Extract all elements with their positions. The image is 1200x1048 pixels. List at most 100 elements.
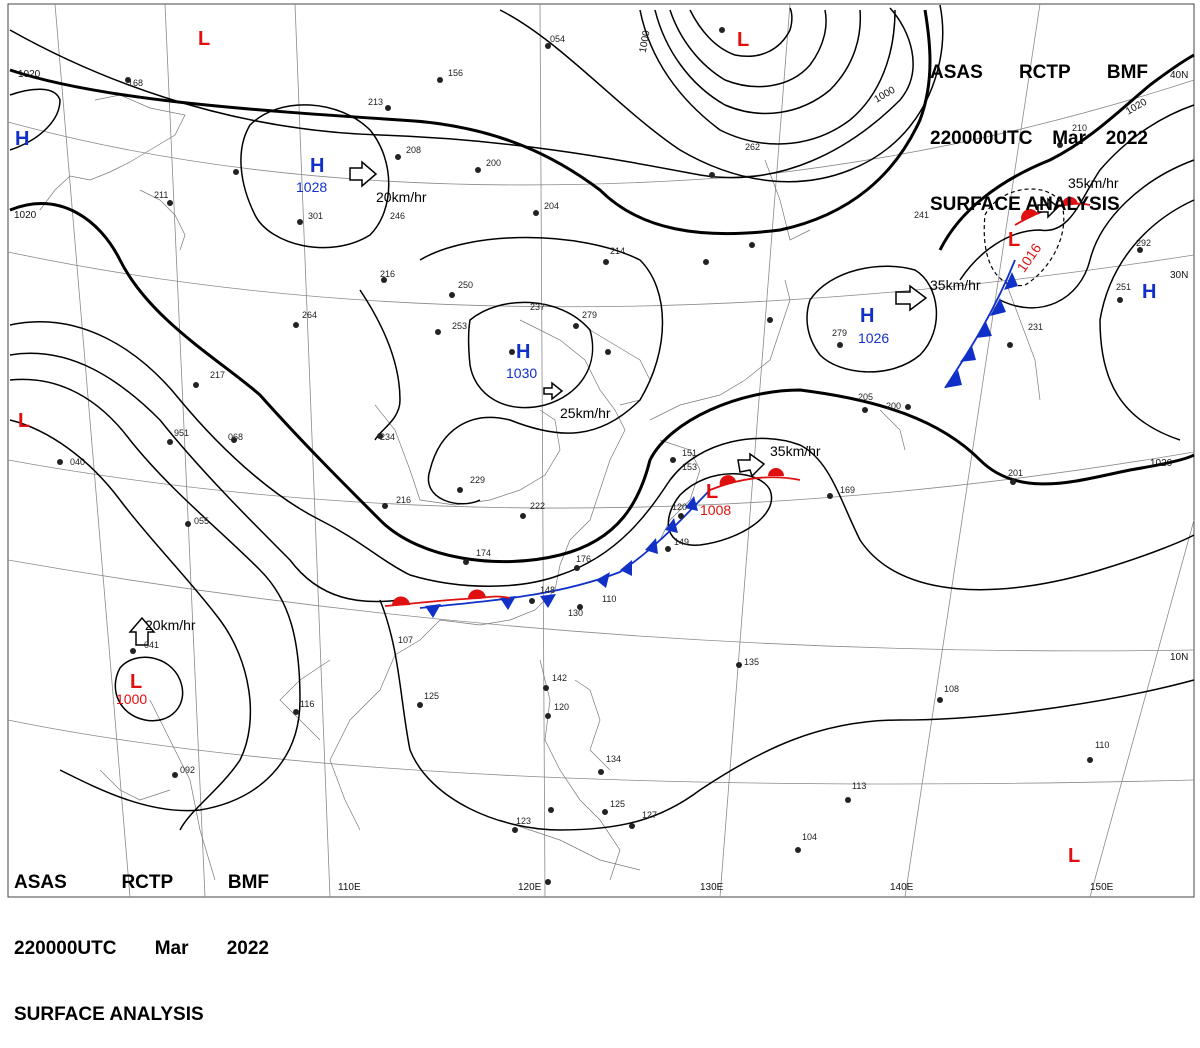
header-year: 2022 bbox=[1105, 128, 1148, 149]
station-value: 301 bbox=[308, 211, 323, 221]
header-year: 2022 bbox=[226, 938, 269, 959]
high-centre-letter: H bbox=[516, 341, 530, 363]
header-title: SURFACE ANALYSIS bbox=[14, 1004, 204, 1025]
motion-speed-label: 20km/hr bbox=[376, 189, 427, 205]
station-value: 148 bbox=[540, 585, 555, 595]
station-value: 213 bbox=[368, 97, 383, 107]
longitude-label: 140E bbox=[890, 882, 914, 893]
high-centre-letter: H bbox=[310, 155, 324, 177]
station-value: 234 bbox=[380, 432, 395, 442]
motion-speed-label: 35km/hr bbox=[930, 277, 981, 293]
header-month: Mar bbox=[1052, 128, 1086, 149]
station-value: 120 bbox=[554, 702, 569, 712]
weather-map bbox=[7, 3, 1195, 898]
station-value: 217 bbox=[210, 370, 225, 380]
motion-arrows bbox=[128, 160, 1060, 646]
header-code: BMF bbox=[1106, 62, 1148, 83]
isobar-label: 1020 bbox=[1150, 458, 1173, 469]
station-value: 237 bbox=[530, 302, 545, 312]
header-time: 220000UTC bbox=[930, 128, 1033, 149]
station-value: 113 bbox=[852, 781, 866, 791]
station-value: 262 bbox=[745, 142, 760, 152]
low-centre-letter: L bbox=[198, 28, 210, 50]
station-value: 205 bbox=[858, 392, 873, 402]
station-value: 279 bbox=[832, 328, 847, 338]
header-code: BMF bbox=[227, 872, 269, 893]
low-centre-letter: L bbox=[18, 410, 30, 432]
station-value: 216 bbox=[396, 495, 411, 505]
station-value: 110 bbox=[1095, 740, 1109, 750]
station-value: 149 bbox=[674, 537, 689, 547]
station-value: 110 bbox=[602, 594, 616, 604]
isobar-label: 1020 bbox=[18, 69, 41, 80]
station-value: 174 bbox=[476, 548, 491, 558]
station-value: 151 bbox=[682, 448, 697, 458]
latitude-label: 10N bbox=[1170, 652, 1188, 663]
map-labels: 110E 120E 130E 140E 150E 40N 30N 10N 102… bbox=[14, 28, 1188, 893]
station-value: 068 bbox=[228, 432, 243, 442]
station-value: 142 bbox=[552, 673, 567, 683]
header-agency: ASAS bbox=[14, 872, 67, 893]
low-centre-letter: L bbox=[1008, 229, 1020, 251]
station-value: 279 bbox=[582, 310, 597, 320]
station-value: 211 bbox=[154, 190, 168, 200]
low-centre-value: 1000 bbox=[116, 691, 147, 707]
station-value: 156 bbox=[448, 68, 463, 78]
station-value: 135 bbox=[744, 657, 759, 667]
station-value: 951 bbox=[174, 428, 189, 438]
station-markers bbox=[57, 27, 1143, 885]
station-value: 253 bbox=[452, 321, 467, 331]
isobar-label: 1000 bbox=[638, 29, 653, 53]
longitude-label: 110E bbox=[338, 882, 361, 893]
low-centre-value: 1008 bbox=[700, 502, 731, 518]
high-centre-value: 1030 bbox=[506, 365, 537, 381]
station-value: 201 bbox=[1008, 468, 1023, 478]
station-value: 123 bbox=[516, 816, 531, 826]
motion-speed-label: 35km/hr bbox=[770, 443, 821, 459]
station-value: 107 bbox=[398, 635, 413, 645]
low-centre-letter: L bbox=[1068, 845, 1080, 867]
station-value: 231 bbox=[1028, 322, 1043, 332]
station-value: 222 bbox=[530, 501, 545, 511]
longitude-label: 130E bbox=[700, 882, 724, 893]
station-value: 054 bbox=[550, 34, 565, 44]
station-value: 292 bbox=[1136, 238, 1151, 248]
station-value: 214 bbox=[610, 246, 625, 256]
low-centre-letter: L bbox=[737, 29, 749, 51]
station-value: 251 bbox=[1116, 282, 1131, 292]
header-station: RCTP bbox=[1018, 62, 1071, 83]
station-value: 041 bbox=[144, 640, 159, 650]
station-value: 092 bbox=[180, 765, 195, 775]
station-value: 246 bbox=[390, 211, 405, 221]
motion-speed-label: 25km/hr bbox=[560, 405, 611, 421]
header-title: SURFACE ANALYSIS bbox=[930, 194, 1120, 215]
station-value: 229 bbox=[470, 475, 485, 485]
coastlines bbox=[39, 94, 1041, 881]
station-value: 116 bbox=[300, 699, 314, 709]
high-centre-letter: H bbox=[860, 305, 874, 327]
latitude-label: 40N bbox=[1170, 70, 1188, 81]
header-station: RCTP bbox=[121, 872, 174, 893]
station-value: 153 bbox=[682, 462, 697, 472]
cold-front bbox=[419, 259, 1018, 618]
header-time: 220000UTC bbox=[14, 938, 117, 959]
high-centre-letter: H bbox=[15, 128, 29, 150]
isobar-label: 1020 bbox=[14, 210, 37, 221]
station-value: 210 bbox=[1072, 123, 1087, 133]
latitude-label: 30N bbox=[1170, 270, 1188, 281]
station-value: 200 bbox=[886, 401, 901, 411]
station-value: 108 bbox=[944, 684, 959, 694]
station-value: 125 bbox=[424, 691, 439, 701]
station-values: 054 156 213 208 200 204 301 246 216 250 … bbox=[70, 34, 1151, 842]
motion-speed-label: 20km/hr bbox=[145, 617, 196, 633]
station-value: 040 bbox=[70, 457, 85, 467]
station-value: 200 bbox=[486, 158, 501, 168]
low-centre-letter: L bbox=[130, 671, 142, 693]
station-value: 168 bbox=[128, 78, 143, 88]
station-value: 130 bbox=[568, 608, 583, 618]
station-value: 208 bbox=[406, 145, 421, 155]
high-centre-letter: H bbox=[1142, 281, 1156, 303]
isobars bbox=[9, 4, 1195, 831]
station-value: 176 bbox=[576, 554, 591, 564]
station-value: 204 bbox=[544, 201, 559, 211]
